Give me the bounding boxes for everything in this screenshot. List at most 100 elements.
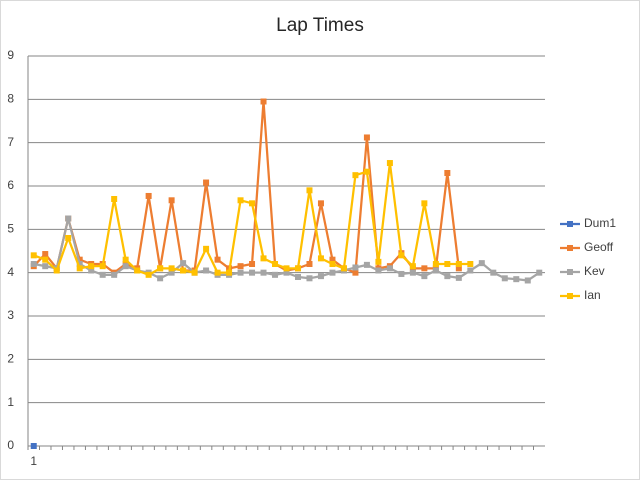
data-point [363, 134, 370, 141]
y-tick-label: 7 [7, 135, 14, 149]
data-point [249, 261, 256, 267]
data-point [306, 261, 313, 267]
y-tick-label: 9 [7, 48, 14, 62]
data-point [76, 261, 83, 267]
data-point [157, 275, 164, 282]
data-point [386, 160, 393, 167]
data-point [53, 267, 60, 274]
chart-title: Lap Times [276, 15, 364, 36]
x-tick-label: 1 [30, 454, 37, 468]
data-point [99, 263, 106, 270]
data-point [191, 269, 198, 276]
data-point [306, 275, 313, 282]
data-point [283, 269, 290, 276]
legend-label: Geoff [584, 240, 614, 254]
data-point [214, 269, 221, 276]
data-point [294, 265, 301, 272]
data-point [99, 271, 106, 278]
data-point [478, 260, 485, 267]
data-point [65, 235, 72, 241]
data-point [352, 172, 359, 179]
data-point [421, 273, 428, 280]
data-point [386, 265, 393, 272]
data-point [134, 267, 141, 274]
y-tick-label: 2 [7, 352, 14, 366]
data-point [283, 265, 290, 272]
data-point [249, 269, 256, 276]
data-point [421, 265, 428, 272]
data-point [249, 200, 256, 207]
legend-label: Kev [584, 264, 605, 278]
data-point [168, 265, 175, 272]
data-point [432, 267, 439, 274]
y-tick-label: 8 [7, 92, 14, 106]
data-point [65, 215, 72, 222]
data-point [272, 271, 279, 278]
data-point [30, 252, 37, 259]
data-point [237, 263, 244, 270]
data-point [237, 197, 244, 204]
data-point [375, 258, 382, 265]
data-point [226, 269, 233, 276]
data-point [180, 260, 187, 267]
data-point [444, 170, 451, 176]
data-point [203, 267, 210, 274]
data-point [329, 261, 336, 267]
y-tick-label: 1 [7, 395, 14, 409]
data-point [214, 256, 221, 263]
data-point [329, 269, 336, 276]
data-point [157, 265, 164, 272]
data-point [260, 269, 267, 276]
data-point [513, 276, 520, 283]
y-tick-label: 0 [7, 438, 14, 452]
data-point [375, 267, 382, 274]
y-tick-label: 4 [7, 265, 14, 279]
data-point [88, 267, 95, 274]
data-point [363, 261, 370, 268]
data-point [501, 275, 508, 282]
data-point [409, 269, 416, 276]
data-point [306, 187, 313, 194]
data-point [317, 255, 324, 262]
y-tick-label: 5 [7, 222, 14, 236]
data-point [260, 98, 267, 105]
data-point [76, 265, 83, 272]
data-point [145, 271, 152, 278]
data-point [329, 256, 336, 263]
data-point [467, 261, 474, 267]
data-point [363, 168, 370, 175]
data-point [168, 269, 175, 276]
legend-label: Dum1 [584, 216, 616, 230]
data-point [340, 265, 347, 272]
data-point [203, 245, 210, 252]
legend-marker [567, 221, 573, 227]
data-point [352, 269, 359, 276]
legend-label: Ian [584, 288, 601, 302]
data-point [272, 261, 279, 267]
data-point [444, 273, 451, 280]
legend-marker [567, 293, 573, 299]
data-point [444, 261, 451, 267]
data-point [467, 267, 474, 274]
data-point [455, 265, 462, 272]
data-point [42, 263, 49, 270]
data-point [111, 196, 118, 202]
data-point [398, 270, 405, 277]
legend-marker [567, 269, 573, 275]
data-point [317, 273, 324, 280]
data-point [421, 200, 428, 207]
legend-marker [567, 245, 573, 251]
data-point [203, 179, 210, 186]
data-point [42, 256, 49, 263]
y-tick-label: 6 [7, 178, 14, 192]
data-point [122, 263, 129, 270]
data-point [145, 192, 152, 199]
data-point [42, 251, 49, 258]
data-point [111, 271, 118, 278]
data-point [398, 252, 405, 259]
data-point [524, 277, 531, 284]
data-point [432, 261, 439, 267]
data-point [260, 255, 267, 262]
